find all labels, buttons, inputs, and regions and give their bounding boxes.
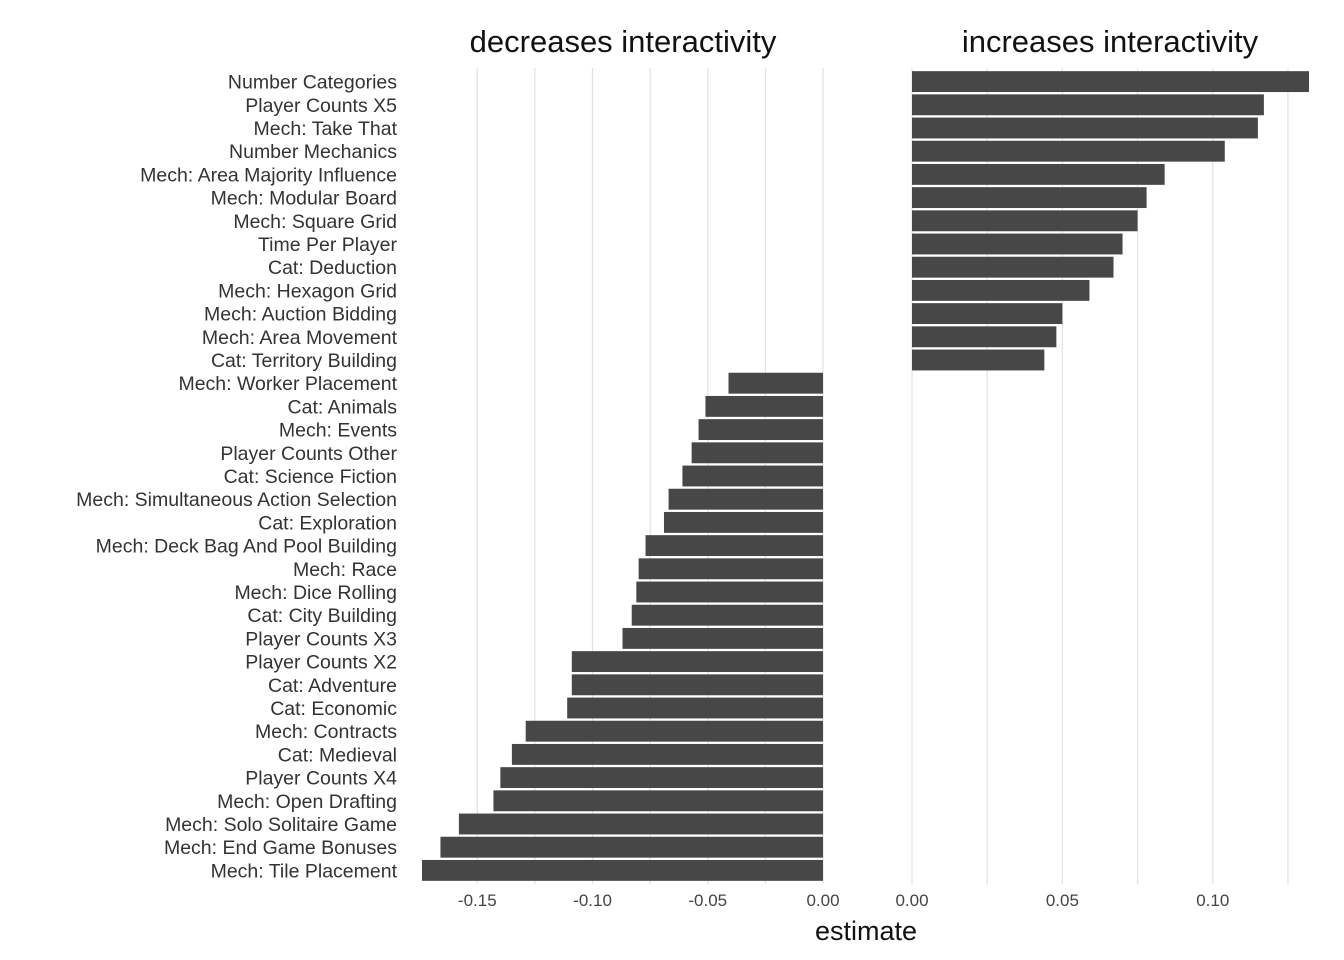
bar — [525, 720, 823, 742]
x-tick-label: -0.10 — [573, 891, 612, 910]
bar — [691, 442, 823, 464]
category-label: Cat: Exploration — [258, 512, 397, 534]
bar — [500, 767, 823, 789]
category-label: Cat: Economic — [270, 698, 397, 720]
bar — [638, 558, 823, 580]
bar — [458, 813, 823, 835]
category-label: Player Counts X4 — [245, 768, 397, 790]
bar — [912, 163, 1165, 185]
category-label: Mech: Hexagon Grid — [218, 280, 397, 302]
bar — [912, 233, 1123, 255]
category-label: Mech: Worker Placement — [178, 373, 397, 395]
panel-title-right: increases interactivity — [962, 24, 1259, 59]
bar — [645, 535, 823, 557]
x-tick-label: 0.00 — [895, 891, 928, 910]
bar — [511, 743, 823, 765]
category-label: Mech: Contracts — [255, 721, 397, 743]
bar — [912, 94, 1264, 116]
bar — [682, 465, 823, 487]
bar — [631, 604, 823, 626]
bar — [571, 651, 823, 673]
category-label: Mech: Events — [279, 420, 397, 442]
category-label: Mech: Take That — [254, 118, 398, 140]
bar — [912, 117, 1258, 139]
bar — [912, 279, 1090, 301]
category-label: Mech: Square Grid — [233, 211, 397, 233]
category-label: Cat: Deduction — [268, 257, 397, 279]
category-label: Player Counts Other — [220, 443, 397, 465]
category-label: Mech: Auction Bidding — [204, 304, 397, 326]
category-label: Mech: End Game Bonuses — [164, 837, 397, 859]
category-label: Mech: Dice Rolling — [234, 582, 397, 604]
panel-title-left: decreases interactivity — [470, 24, 777, 59]
bar — [912, 349, 1045, 371]
category-label: Player Counts X2 — [245, 652, 397, 674]
category-label: Mech: Tile Placement — [211, 860, 398, 882]
bar — [705, 395, 823, 417]
bar — [728, 372, 823, 394]
category-label: Cat: Territory Building — [211, 350, 397, 372]
category-label: Mech: Open Drafting — [217, 791, 397, 813]
category-label: Player Counts X3 — [245, 628, 397, 650]
category-label: Time Per Player — [258, 234, 398, 256]
bar — [422, 859, 823, 881]
category-label: Cat: Science Fiction — [224, 466, 397, 488]
category-label: Mech: Deck Bag And Pool Building — [96, 536, 397, 558]
category-label: Mech: Area Movement — [202, 327, 398, 349]
category-label: Player Counts X5 — [245, 95, 397, 117]
bar — [912, 71, 1309, 93]
bar — [493, 790, 823, 812]
panel-left: decreases interactivity -0.15 -0.10 -0.05 0… — [422, 24, 840, 910]
bar — [912, 256, 1114, 278]
category-label: Number Mechanics — [229, 141, 397, 163]
category-label: Cat: Medieval — [278, 744, 397, 766]
bar — [698, 419, 823, 441]
category-label: Mech: Simultaneous Action Selection — [76, 489, 397, 511]
bar — [668, 488, 823, 510]
category-label: Cat: Adventure — [268, 675, 397, 697]
bar — [663, 511, 823, 533]
bar — [636, 581, 823, 603]
x-axis-title: estimate — [815, 916, 917, 946]
category-label: Cat: City Building — [247, 605, 397, 627]
bar — [440, 836, 823, 858]
bar — [567, 697, 823, 719]
x-tick-label: 0.05 — [1046, 891, 1079, 910]
x-tick-label: -0.05 — [688, 891, 727, 910]
category-label: Mech: Race — [293, 559, 397, 581]
bar — [912, 326, 1057, 348]
bar — [912, 303, 1063, 325]
bar — [912, 187, 1147, 209]
bar — [571, 674, 823, 696]
x-tick-label: -0.15 — [458, 891, 497, 910]
category-label: Number Categories — [228, 72, 397, 94]
category-label: Mech: Modular Board — [211, 188, 397, 210]
category-label: Mech: Area Majority Influence — [140, 164, 397, 186]
x-tick-label: 0.00 — [806, 891, 839, 910]
category-label: Cat: Animals — [288, 396, 398, 418]
category-label: Mech: Solo Solitaire Game — [165, 814, 397, 836]
x-tick-label: 0.10 — [1196, 891, 1229, 910]
panel-right: increases interactivity 0.00 0.05 0.10 — [895, 24, 1309, 910]
bar — [912, 210, 1138, 232]
bar — [622, 627, 823, 649]
bar — [912, 140, 1225, 162]
